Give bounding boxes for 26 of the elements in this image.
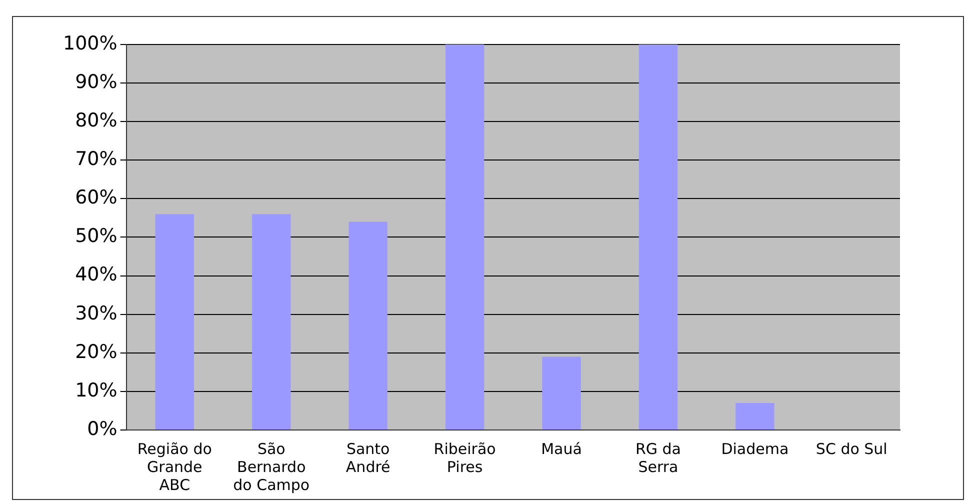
y-tick-label: 30% — [75, 302, 118, 324]
bar — [348, 222, 388, 430]
y-tick-label: 0% — [87, 418, 118, 440]
bar — [638, 44, 678, 430]
y-tick-label: 20% — [75, 340, 118, 363]
bar — [542, 356, 581, 430]
y-tick-label: 40% — [75, 264, 118, 286]
bar — [252, 214, 291, 430]
x-tick-label: Região do Grande ABC — [137, 440, 212, 494]
y-tick-label: 90% — [75, 70, 118, 93]
x-tick-label: Santo André — [346, 440, 390, 476]
y-tick-label: 50% — [75, 225, 118, 248]
x-tick-label: São Bernardo do Campo — [233, 440, 310, 494]
y-tick-label: 70% — [75, 148, 118, 170]
bar — [445, 44, 484, 430]
y-tick-label: 80% — [75, 109, 118, 132]
bar — [155, 214, 194, 430]
x-tick-label: Mauá — [541, 440, 582, 458]
x-tick-label: Diadema — [721, 440, 789, 458]
y-tick-label: 10% — [75, 379, 118, 402]
y-tick-label: 60% — [75, 186, 118, 209]
x-tick-label: SC do Sul — [816, 440, 888, 458]
x-tick-label: RG da Serra — [635, 440, 681, 476]
bar — [736, 403, 774, 430]
y-tick-label: 100% — [62, 32, 118, 54]
x-tick-label: Ribeirão Pires — [434, 440, 496, 476]
